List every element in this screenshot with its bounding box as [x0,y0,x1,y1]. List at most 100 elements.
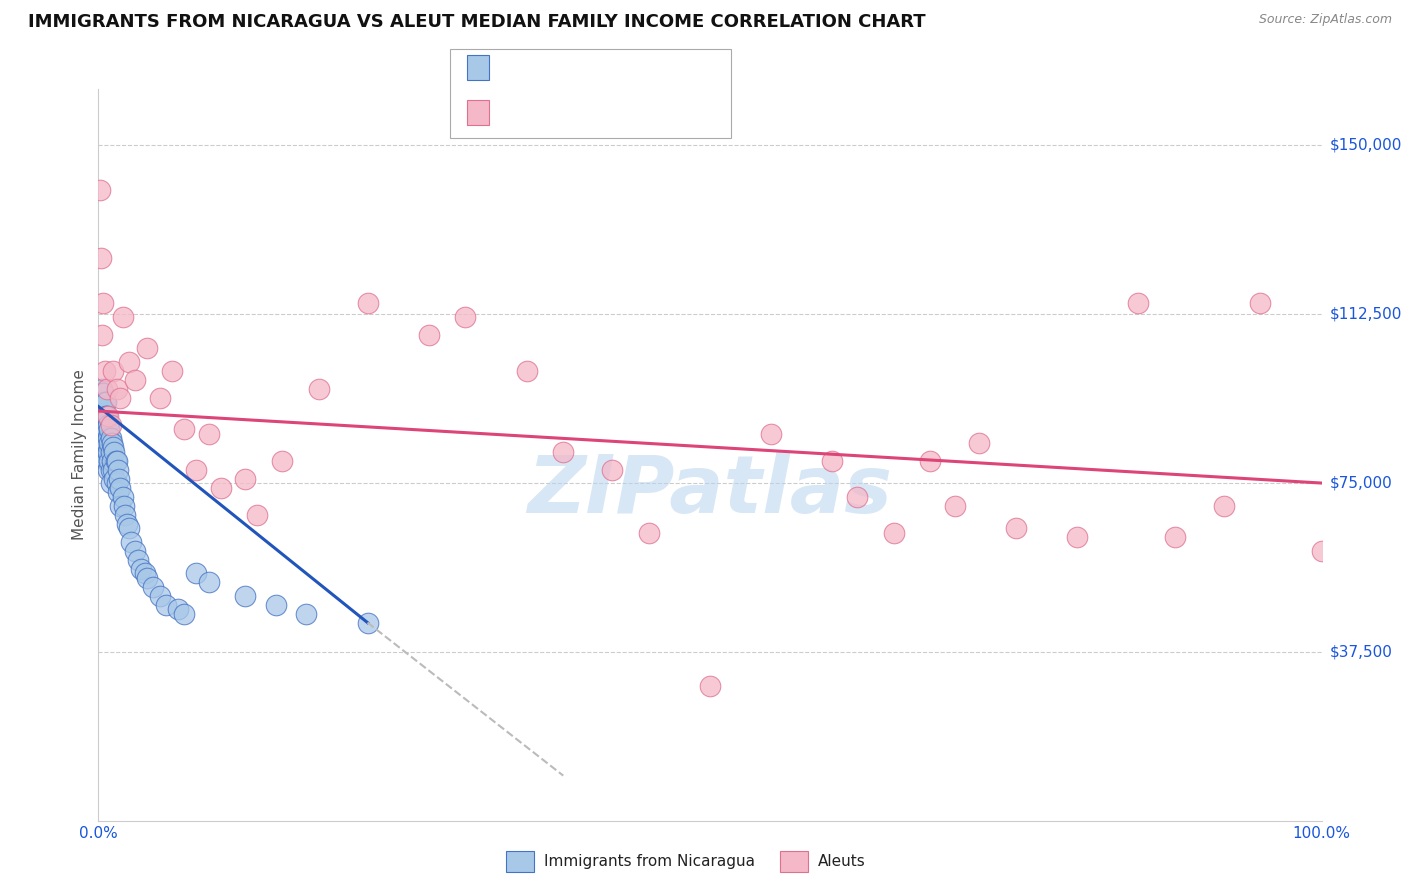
Point [101,440,124,454]
Point [197,426,219,441]
Text: N =: N = [588,61,631,75]
Y-axis label: Median Family Income: Median Family Income [72,369,87,541]
Text: R =: R = [499,61,533,75]
Point [821,453,844,467]
Point [118,521,141,535]
Point [94,422,117,436]
Text: -0.579: -0.579 [523,61,572,75]
Point [93,363,115,377]
Point [149,589,172,603]
Point [308,382,330,396]
Point [454,310,477,324]
Point [883,525,905,540]
Text: IMMIGRANTS FROM NICARAGUA VS ALEUT MEDIAN FAMILY INCOME CORRELATION CHART: IMMIGRANTS FROM NICARAGUA VS ALEUT MEDIA… [28,13,925,31]
Point [967,435,990,450]
Point [93,395,115,409]
Point [233,589,256,603]
Point [98,422,121,436]
Point [845,490,868,504]
Point [100,444,122,458]
Point [104,453,127,467]
Point [920,453,942,467]
Text: Immigrants from Nicaragua: Immigrants from Nicaragua [544,855,755,869]
Point [167,602,190,616]
Point [600,462,623,476]
Point [91,444,114,458]
Point [90,444,112,458]
Point [107,462,129,476]
Text: ZIPatlas: ZIPatlas [527,452,893,531]
Point [1310,543,1333,558]
Point [105,476,128,491]
Point [115,516,138,531]
Point [98,435,121,450]
Point [120,534,142,549]
Point [101,435,124,450]
Point [264,598,287,612]
Text: R =: R = [499,105,533,120]
Point [173,422,195,436]
Point [89,417,111,432]
Point [155,598,177,612]
Point [197,575,219,590]
Point [97,444,120,458]
Point [129,561,152,575]
Text: -0.232: -0.232 [523,105,572,120]
Point [90,431,112,445]
Point [94,409,117,423]
Point [96,409,118,423]
Point [100,462,122,476]
Point [111,490,134,504]
Point [118,354,141,368]
Point [90,251,112,265]
Point [110,481,132,495]
Point [1004,521,1026,535]
Point [90,417,112,432]
Point [96,435,118,450]
Point [105,453,128,467]
Text: Aleuts: Aleuts [818,855,866,869]
Point [136,341,159,355]
Text: $112,500: $112,500 [1330,307,1402,322]
Point [91,400,114,414]
Point [186,566,208,580]
Point [186,462,208,476]
Point [233,471,256,485]
Point [356,296,378,310]
Point [96,422,118,436]
Point [295,607,318,621]
Point [100,476,122,491]
Point [100,431,122,445]
Point [1066,530,1088,544]
Point [515,363,537,377]
Point [91,327,114,342]
Point [1164,530,1187,544]
Point [90,395,112,409]
Text: 78: 78 [624,61,644,75]
Point [96,453,118,467]
Point [89,184,111,198]
Point [114,508,136,522]
Text: $37,500: $37,500 [1330,644,1393,659]
Point [149,391,172,405]
Point [91,431,114,445]
Point [97,417,120,432]
Point [637,525,661,540]
Point [136,571,159,585]
Point [89,409,111,423]
Point [110,499,132,513]
Point [699,679,721,693]
Point [91,400,114,414]
Point [91,386,114,401]
Point [124,543,146,558]
Point [91,435,114,450]
Point [101,462,124,476]
Point [142,580,165,594]
Point [418,327,440,342]
Point [943,499,966,513]
Point [98,453,121,467]
Point [134,566,156,580]
Point [97,409,120,423]
Point [1249,296,1271,310]
Point [91,417,114,432]
